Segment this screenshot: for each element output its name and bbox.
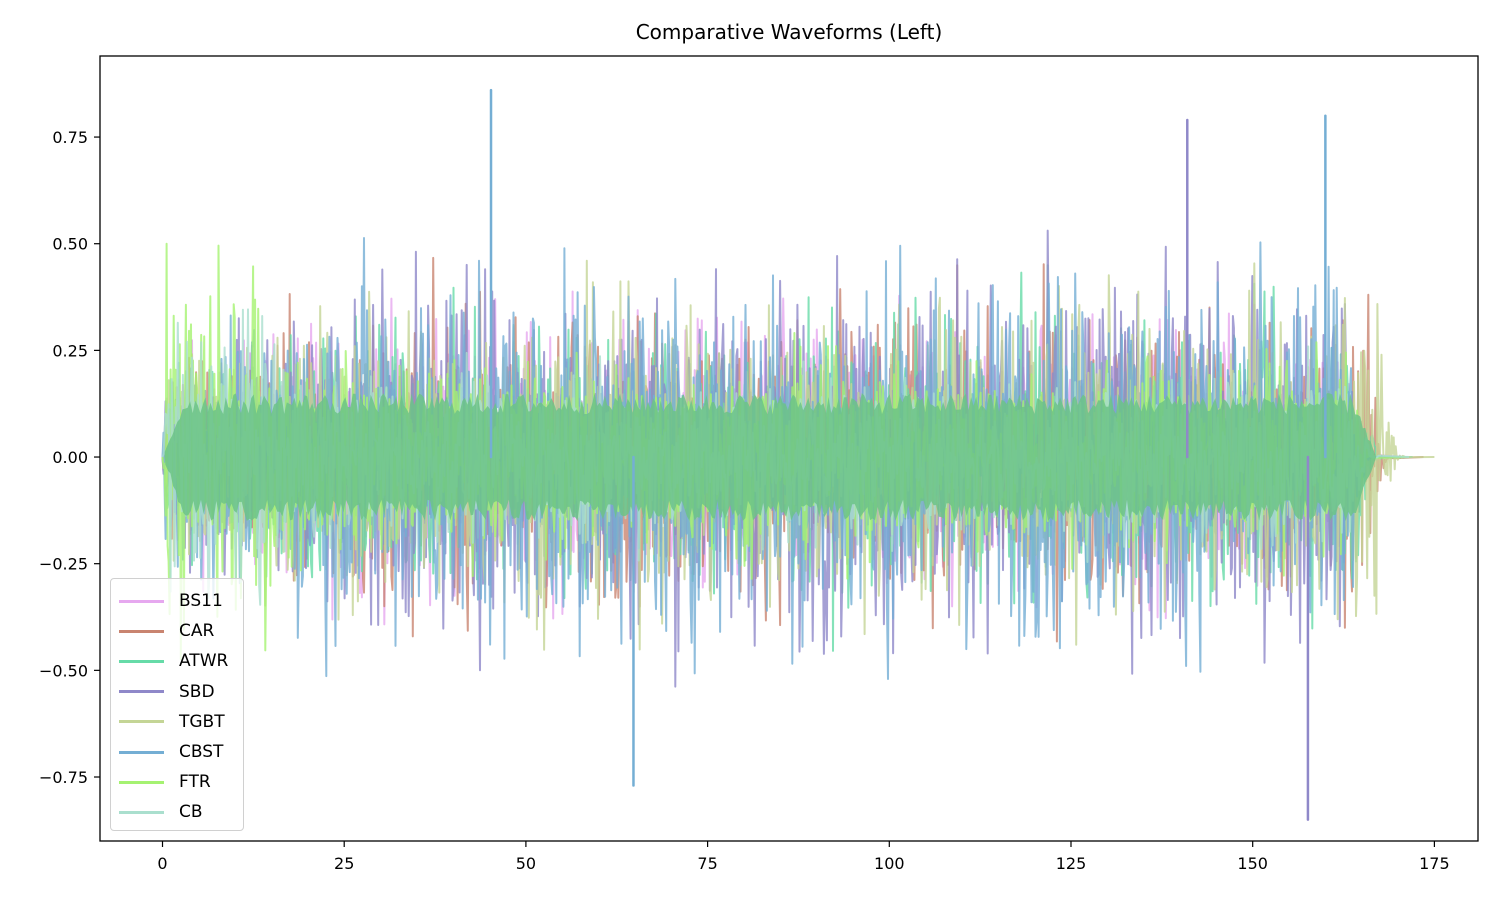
- legend-label: FTR: [179, 772, 211, 793]
- waveform-overlap-band: [164, 393, 1377, 521]
- legend-swatch: [119, 750, 164, 754]
- x-tick-label: 0: [157, 854, 167, 873]
- y-tick-label: −0.25: [39, 555, 88, 574]
- legend-item-ftr: FTR: [111, 767, 243, 797]
- legend-swatch: [119, 690, 164, 694]
- legend-label: ATWR: [179, 651, 229, 672]
- axes-frame: [99, 55, 1479, 842]
- legend-label: CAR: [179, 621, 215, 642]
- x-tick-label: 150: [1237, 854, 1268, 873]
- x-tick-label: 175: [1419, 854, 1450, 873]
- legend-label: CBST: [179, 742, 224, 763]
- y-axis: 0.75 0.50 0.25 0.00 −0.25 −0.50 −0.75: [39, 128, 100, 787]
- legend-label: BS11: [179, 591, 223, 612]
- legend-label: TGBT: [179, 711, 225, 732]
- legend-item-cb: CB: [111, 797, 243, 827]
- legend-swatch: [119, 810, 164, 814]
- legend-item-cbst: CBST: [111, 737, 243, 767]
- y-tick-label: −0.75: [39, 768, 88, 787]
- legend-swatch: [119, 720, 164, 724]
- legend-item-atwr: ATWR: [111, 646, 243, 676]
- y-tick-label: 0.00: [52, 448, 88, 467]
- legend-swatch: [119, 659, 164, 663]
- y-tick-label: 0.50: [52, 235, 88, 254]
- legend: BS11 CAR ATWR SBD TGBT CBST FTR CB: [110, 578, 244, 831]
- legend-label: SBD: [179, 681, 215, 702]
- y-tick-label: 0.25: [52, 341, 88, 360]
- waveform-series-group: [161, 88, 1435, 821]
- legend-item-car: CAR: [111, 616, 243, 646]
- x-axis: 0 25 50 75 100 125 150 175: [157, 841, 1450, 873]
- x-tick-label: 75: [697, 854, 717, 873]
- x-tick-label: 125: [1056, 854, 1087, 873]
- legend-item-tgbt: TGBT: [111, 707, 243, 737]
- y-tick-label: −0.50: [39, 661, 88, 680]
- x-tick-label: 50: [516, 854, 536, 873]
- legend-label: CB: [179, 802, 203, 823]
- y-tick-label: 0.75: [52, 128, 88, 147]
- chart-title: Comparative Waveforms (Left): [635, 20, 943, 44]
- x-tick-label: 100: [874, 854, 905, 873]
- legend-swatch: [119, 629, 164, 633]
- legend-item-bs11: BS11: [111, 586, 243, 616]
- x-tick-label: 25: [334, 854, 354, 873]
- legend-swatch: [119, 780, 164, 784]
- legend-swatch: [119, 599, 164, 603]
- legend-item-sbd: SBD: [111, 677, 243, 707]
